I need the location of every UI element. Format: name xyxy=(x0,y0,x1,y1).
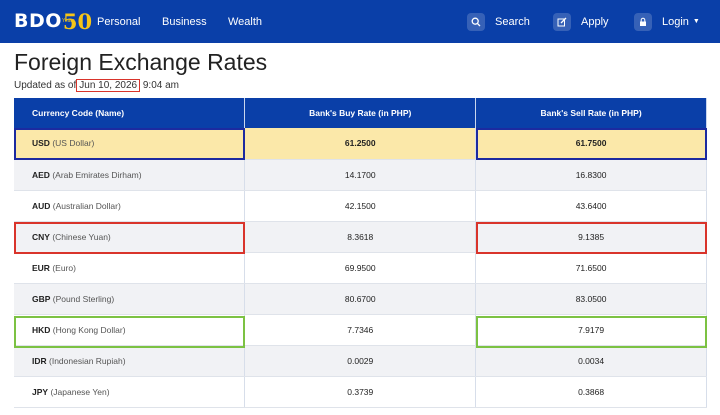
currency-name: (Hong Kong Dollar) xyxy=(52,324,126,335)
currency-name: (Japanese Yen) xyxy=(50,386,110,397)
apply-label: Apply xyxy=(581,15,609,28)
column-header-sell-rate: Bank's Sell Rate (in PHP) xyxy=(475,98,707,128)
currency-cell: IDR (Indonesian Rupiah) xyxy=(14,345,246,377)
currency-code: HKD xyxy=(32,324,51,335)
sell-rate-cell: 0.0034 xyxy=(475,345,707,377)
table-row: USD (US Dollar) 61.2500 61.7500 xyxy=(14,128,707,160)
search-label: Search xyxy=(495,15,530,28)
currency-code: IDR xyxy=(32,355,47,366)
sell-rate-cell: 43.6400 xyxy=(475,190,707,222)
nav-wealth[interactable]: Wealth xyxy=(228,15,263,28)
sell-rate-cell: 7.9179 xyxy=(475,314,707,346)
table-row: GBP (Pound Sterling) 80.6700 83.0500 xyxy=(14,283,707,315)
updated-time: 9:04 am xyxy=(142,80,180,91)
buy-rate-cell: 80.6700 xyxy=(244,283,477,315)
search-icon xyxy=(467,12,485,31)
column-header-currency: Currency Code (Name) xyxy=(14,98,246,128)
updated-timestamp: Updated as of Jun 10, 2026 9:04 am xyxy=(14,79,180,92)
table-row: AED (Arab Emirates Dirham) 14.1700 16.83… xyxy=(14,159,707,191)
edit-icon xyxy=(553,12,571,31)
buy-rate-cell: 61.2500 xyxy=(244,128,477,160)
buy-rate-cell: 69.9500 xyxy=(244,252,477,284)
table-header-row: Currency Code (Name) Bank's Buy Rate (in… xyxy=(14,98,707,128)
currency-name: (Indonesian Rupiah) xyxy=(49,355,126,366)
sell-rate-cell: 83.0500 xyxy=(475,283,707,315)
buy-rate-cell: 42.1500 xyxy=(244,190,477,222)
currency-code: JPY xyxy=(32,386,49,397)
table-row: HKD (Hong Kong Dollar) 7.7346 7.9179 xyxy=(14,314,707,346)
top-navigation-bar: BDO 50 Years Personal Business Wealth Se… xyxy=(0,0,720,43)
buy-rate-cell: 0.3739 xyxy=(244,376,477,408)
table-row: CNY (Chinese Yuan) 8.3618 9.1385 xyxy=(14,221,707,253)
nav-personal[interactable]: Personal xyxy=(97,15,141,28)
table-row: JPY (Japanese Yen) 0.3739 0.3868 xyxy=(14,376,707,408)
exchange-rates-table: Currency Code (Name) Bank's Buy Rate (in… xyxy=(14,98,707,408)
table-row: AUD (Australian Dollar) 42.1500 43.6400 xyxy=(14,190,707,222)
currency-name: (Pound Sterling) xyxy=(52,293,115,304)
apply-button[interactable]: Apply xyxy=(553,0,609,43)
currency-name: (Arab Emirates Dirham) xyxy=(52,169,142,180)
logo-anniversary-sub: Years xyxy=(62,18,75,24)
currency-cell: AED (Arab Emirates Dirham) xyxy=(14,159,246,191)
currency-name: (Australian Dollar) xyxy=(52,200,121,211)
currency-cell: CNY (Chinese Yuan) xyxy=(14,221,246,253)
bdo-logo[interactable]: BDO 50 xyxy=(14,8,92,34)
table-row: IDR (Indonesian Rupiah) 0.0029 0.0034 xyxy=(14,345,707,377)
column-header-buy-rate: Bank's Buy Rate (in PHP) xyxy=(244,98,477,128)
sell-rate-cell: 61.7500 xyxy=(475,128,707,160)
buy-rate-cell: 0.0029 xyxy=(244,345,477,377)
chevron-down-icon: ▼ xyxy=(692,18,700,25)
login-button[interactable]: Login ▼ xyxy=(634,0,700,43)
table-row: EUR (Euro) 69.9500 71.6500 xyxy=(14,252,707,284)
page-title: Foreign Exchange Rates xyxy=(14,49,268,75)
currency-code: EUR xyxy=(32,262,50,273)
currency-code: USD xyxy=(32,138,50,149)
currency-cell: GBP (Pound Sterling) xyxy=(14,283,246,315)
lock-icon xyxy=(634,12,652,31)
currency-cell: USD (US Dollar) xyxy=(14,128,246,160)
currency-code: AUD xyxy=(32,200,51,211)
currency-cell: JPY (Japanese Yen) xyxy=(14,376,246,408)
currency-cell: EUR (Euro) xyxy=(14,252,246,284)
currency-code: CNY xyxy=(32,231,50,242)
search-button[interactable]: Search xyxy=(467,0,530,43)
currency-code: GBP xyxy=(32,293,51,304)
currency-code: AED xyxy=(32,169,50,180)
sell-rate-cell: 9.1385 xyxy=(475,221,707,253)
currency-name: (Euro) xyxy=(52,262,76,273)
currency-cell: AUD (Australian Dollar) xyxy=(14,190,246,222)
updated-prefix: Updated as of xyxy=(14,80,77,91)
buy-rate-cell: 14.1700 xyxy=(244,159,477,191)
sell-rate-cell: 71.6500 xyxy=(475,252,707,284)
currency-name: (US Dollar) xyxy=(52,138,95,149)
buy-rate-cell: 8.3618 xyxy=(244,221,477,253)
buy-rate-cell: 7.7346 xyxy=(244,314,477,346)
currency-cell: HKD (Hong Kong Dollar) xyxy=(14,314,246,346)
logo-text: BDO xyxy=(14,10,62,32)
nav-business[interactable]: Business xyxy=(162,15,207,28)
login-label: Login xyxy=(662,15,689,28)
sell-rate-cell: 16.8300 xyxy=(475,159,707,191)
sell-rate-cell: 0.3868 xyxy=(475,376,707,408)
currency-name: (Chinese Yuan) xyxy=(52,231,111,242)
updated-date: Jun 10, 2026 xyxy=(76,79,141,92)
logo-anniversary: 50 xyxy=(62,8,93,34)
